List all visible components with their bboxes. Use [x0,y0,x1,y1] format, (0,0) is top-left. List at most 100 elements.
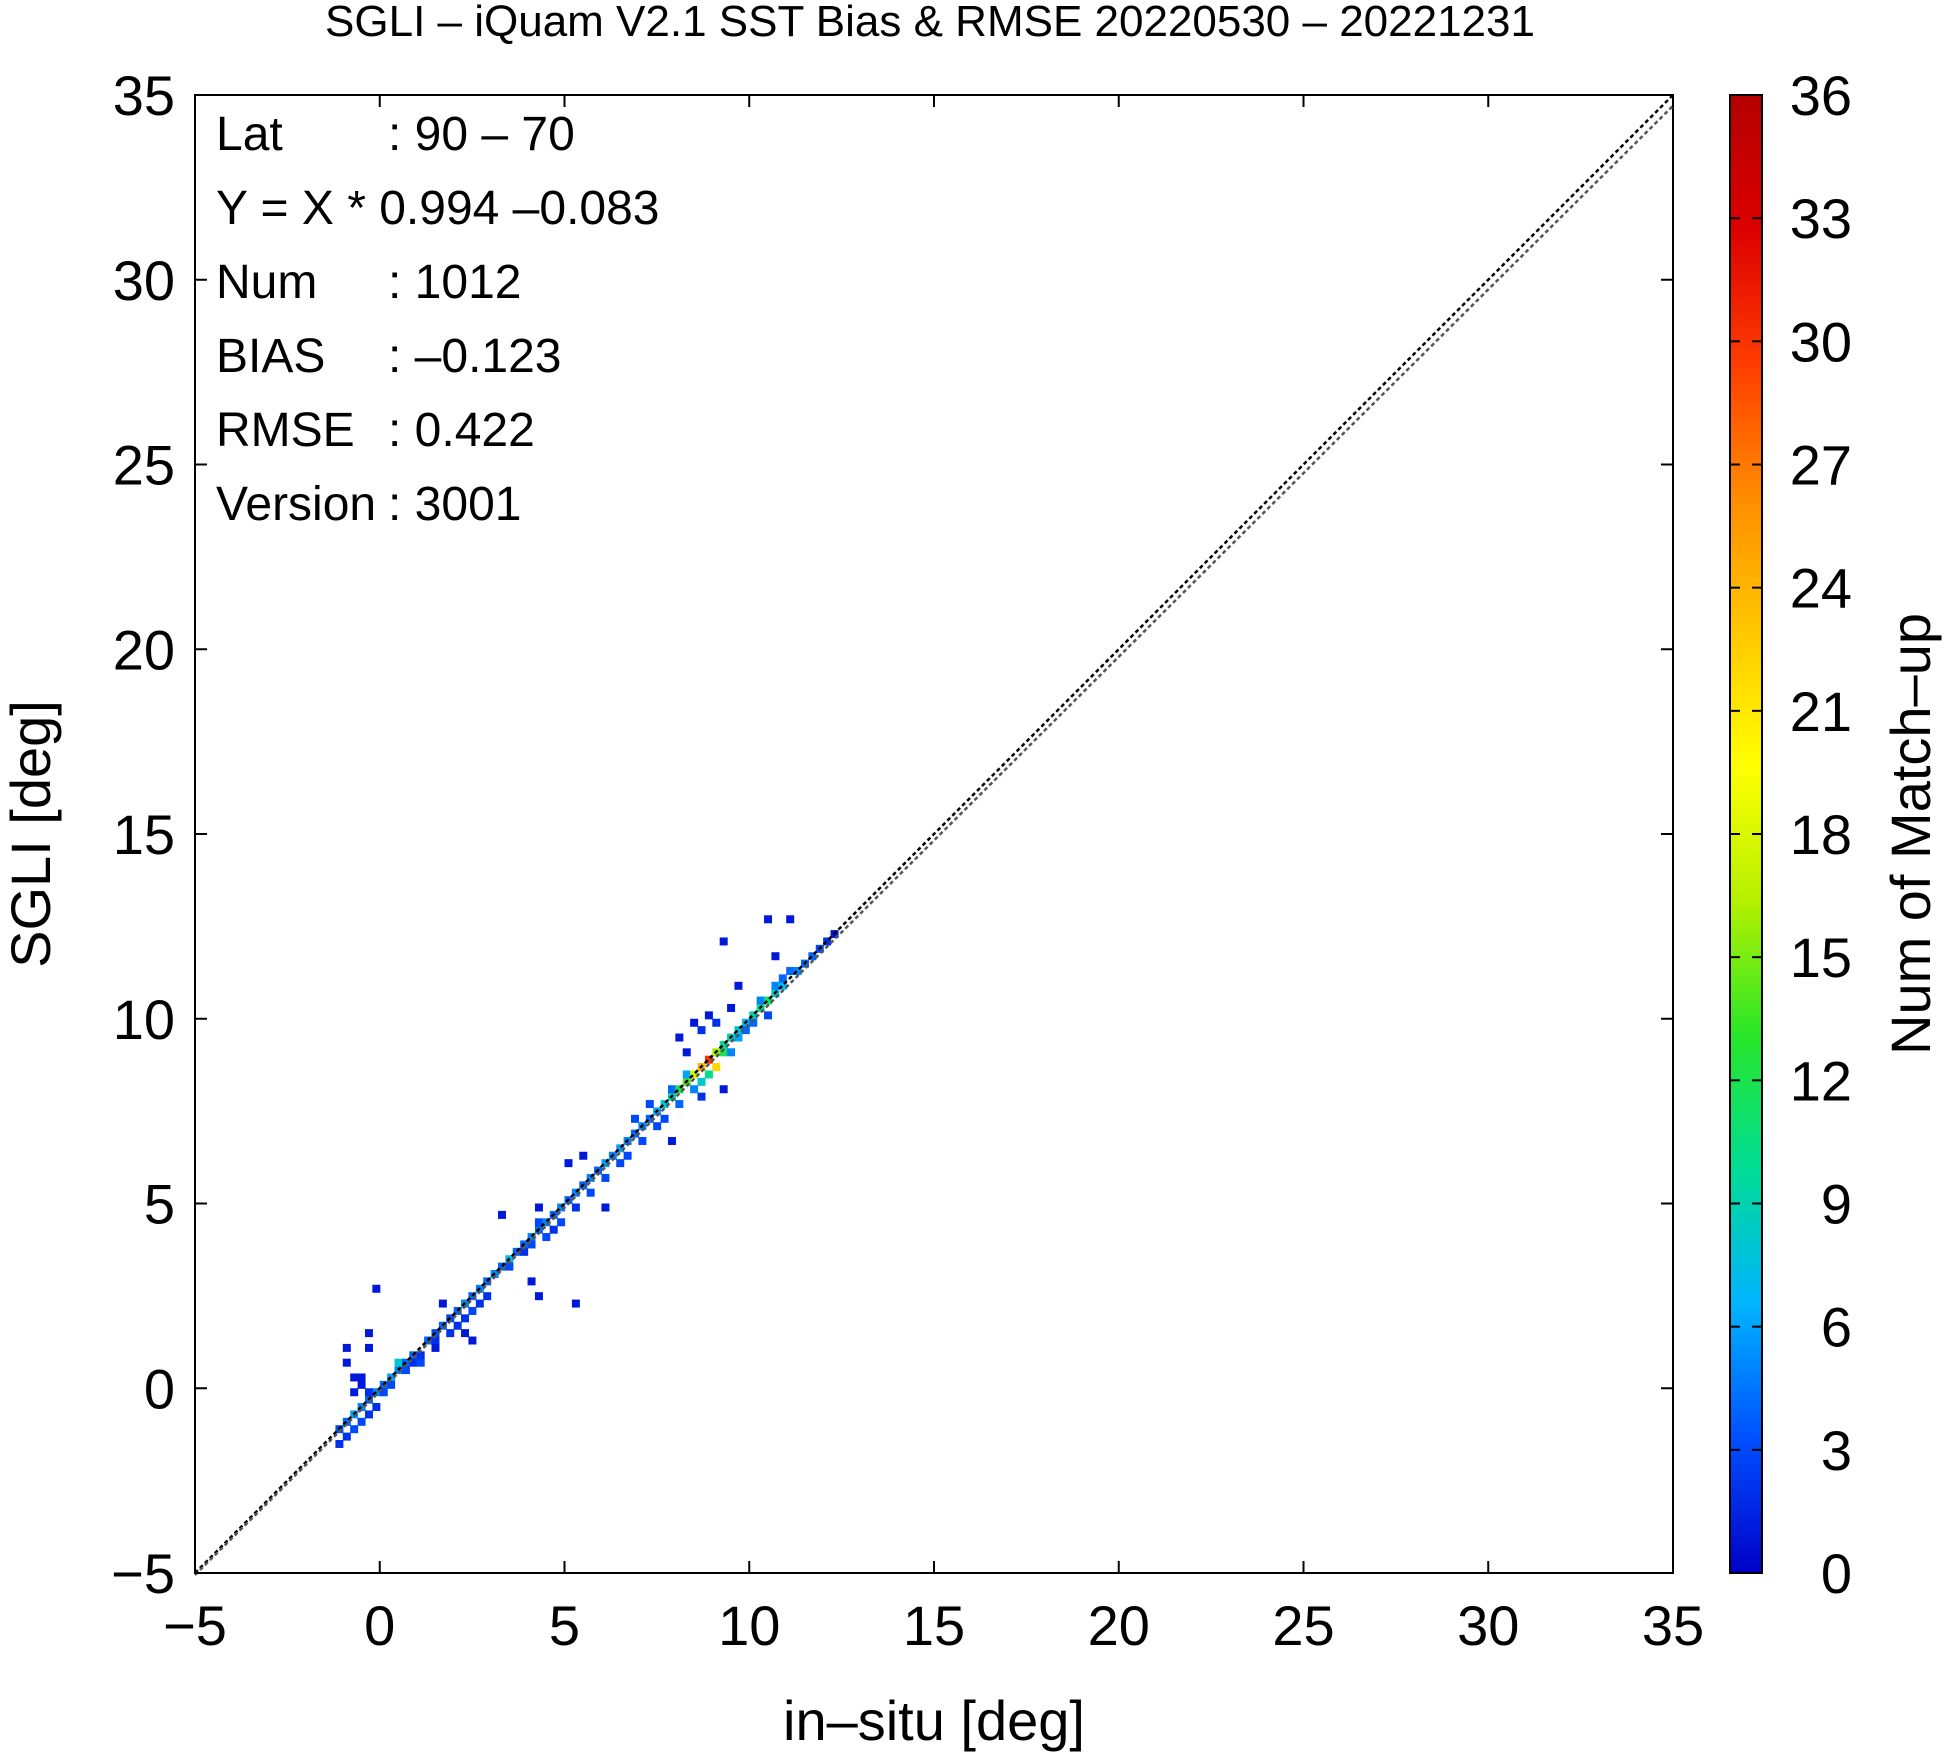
density-bin [734,981,743,990]
density-bin [719,1048,728,1057]
density-bin [534,1218,543,1227]
density-bin [704,1011,713,1020]
stat-label: Version [216,478,376,531]
density-bin [468,1306,477,1315]
colorbar-tick-label: 9 [1821,1173,1852,1236]
density-bin [357,1380,366,1389]
density-bin [697,1092,706,1101]
density-bin [497,1210,506,1219]
density-bin [453,1321,462,1330]
density-bin [342,1343,351,1352]
density-bin [645,1100,654,1109]
colorbar-tick-label: 0 [1821,1542,1852,1605]
colorbar-tick-label: 6 [1821,1296,1852,1359]
colorbar-tick-label: 12 [1790,1049,1852,1112]
density-bin [727,1003,736,1012]
density-bin [667,1085,676,1094]
density-bin [342,1432,351,1441]
stat-label: Num [216,256,317,309]
density-bin [401,1366,410,1375]
stat-value: : 90 – 70 [388,108,575,161]
density-bin [682,1048,691,1057]
y-tick-label: 15 [113,803,175,866]
colorbar-tick-label: 3 [1821,1419,1852,1482]
density-bin [549,1225,558,1234]
density-bin [335,1439,344,1448]
y-tick-label: 5 [144,1173,175,1236]
density-bin [468,1292,477,1301]
density-bin [719,937,728,946]
density-bin [364,1343,373,1352]
density-bin [571,1299,580,1308]
x-axis-label: in–situ [deg] [783,1689,1085,1752]
density-bin [461,1314,470,1323]
x-tick-label: −5 [163,1594,227,1657]
stats-box: Lat : 90 – 70 Y = X * 0.994 –0.083 Num : 101… [216,108,659,531]
density-bin [527,1240,536,1249]
y-tick-label: 35 [113,64,175,127]
density-bin [808,952,817,961]
density-bin [675,1085,684,1094]
density-bin [557,1203,566,1212]
density-bin [623,1151,632,1160]
density-bin [719,1085,728,1094]
density-bin [601,1173,610,1182]
density-bin [690,1085,699,1094]
stat-label: Lat [216,108,283,161]
stat-label: RMSE [216,404,355,457]
stat-value: : 0.422 [388,404,535,457]
density-bin [534,1292,543,1301]
y-tick-label: 30 [113,249,175,312]
density-bin [534,1203,543,1212]
density-bin [483,1277,492,1286]
y-axis-ticks: −5 0 5 10 15 20 25 30 35 [111,64,1673,1605]
density-bin [357,1373,366,1382]
density-bin [764,915,773,924]
stat-value: : –0.123 [388,330,561,383]
density-bin [741,1026,750,1035]
density-bin [394,1358,403,1367]
density-bin [564,1159,573,1168]
density-bin [350,1425,359,1434]
density-bin [372,1284,381,1293]
density-bin [468,1336,477,1345]
density-bin [749,1018,758,1027]
density-bin [379,1388,388,1397]
x-tick-label: 0 [364,1594,395,1657]
density-bin [431,1336,440,1345]
density-bin [697,1077,706,1086]
density-bin [431,1343,440,1352]
density-bin [372,1403,381,1412]
x-tick-label: 15 [903,1594,965,1657]
density-bin [505,1262,514,1271]
density-bin [653,1122,662,1131]
density-bin [586,1188,595,1197]
x-tick-label: 20 [1088,1594,1150,1657]
colorbar-tick-label: 30 [1790,310,1852,373]
colorbar-tick-label: 21 [1790,680,1852,743]
density-bin [483,1292,492,1301]
y-axis-label: SGLI [deg] [0,700,62,968]
density-bin [734,1033,743,1042]
stat-label: Y = X * 0.994 –0.083 [216,182,659,235]
density-bin [712,1018,721,1027]
density-bin [364,1329,373,1338]
density-bin [823,937,832,946]
stat-value: : 1012 [388,256,521,309]
density-bin [527,1233,536,1242]
y-tick-label: −5 [111,1542,175,1605]
x-tick-label: 10 [718,1594,780,1657]
density-bin [645,1114,654,1123]
density-bin [660,1100,669,1109]
y-tick-label: 10 [113,988,175,1051]
colorbar-tick-label: 33 [1790,187,1852,250]
identity-line [194,94,1674,1574]
density-bin [690,1018,699,1027]
x-tick-label: 30 [1457,1594,1519,1657]
density-bin [409,1358,418,1367]
density-bin [727,1048,736,1057]
density-bin [372,1388,381,1397]
density-bin [793,967,802,976]
